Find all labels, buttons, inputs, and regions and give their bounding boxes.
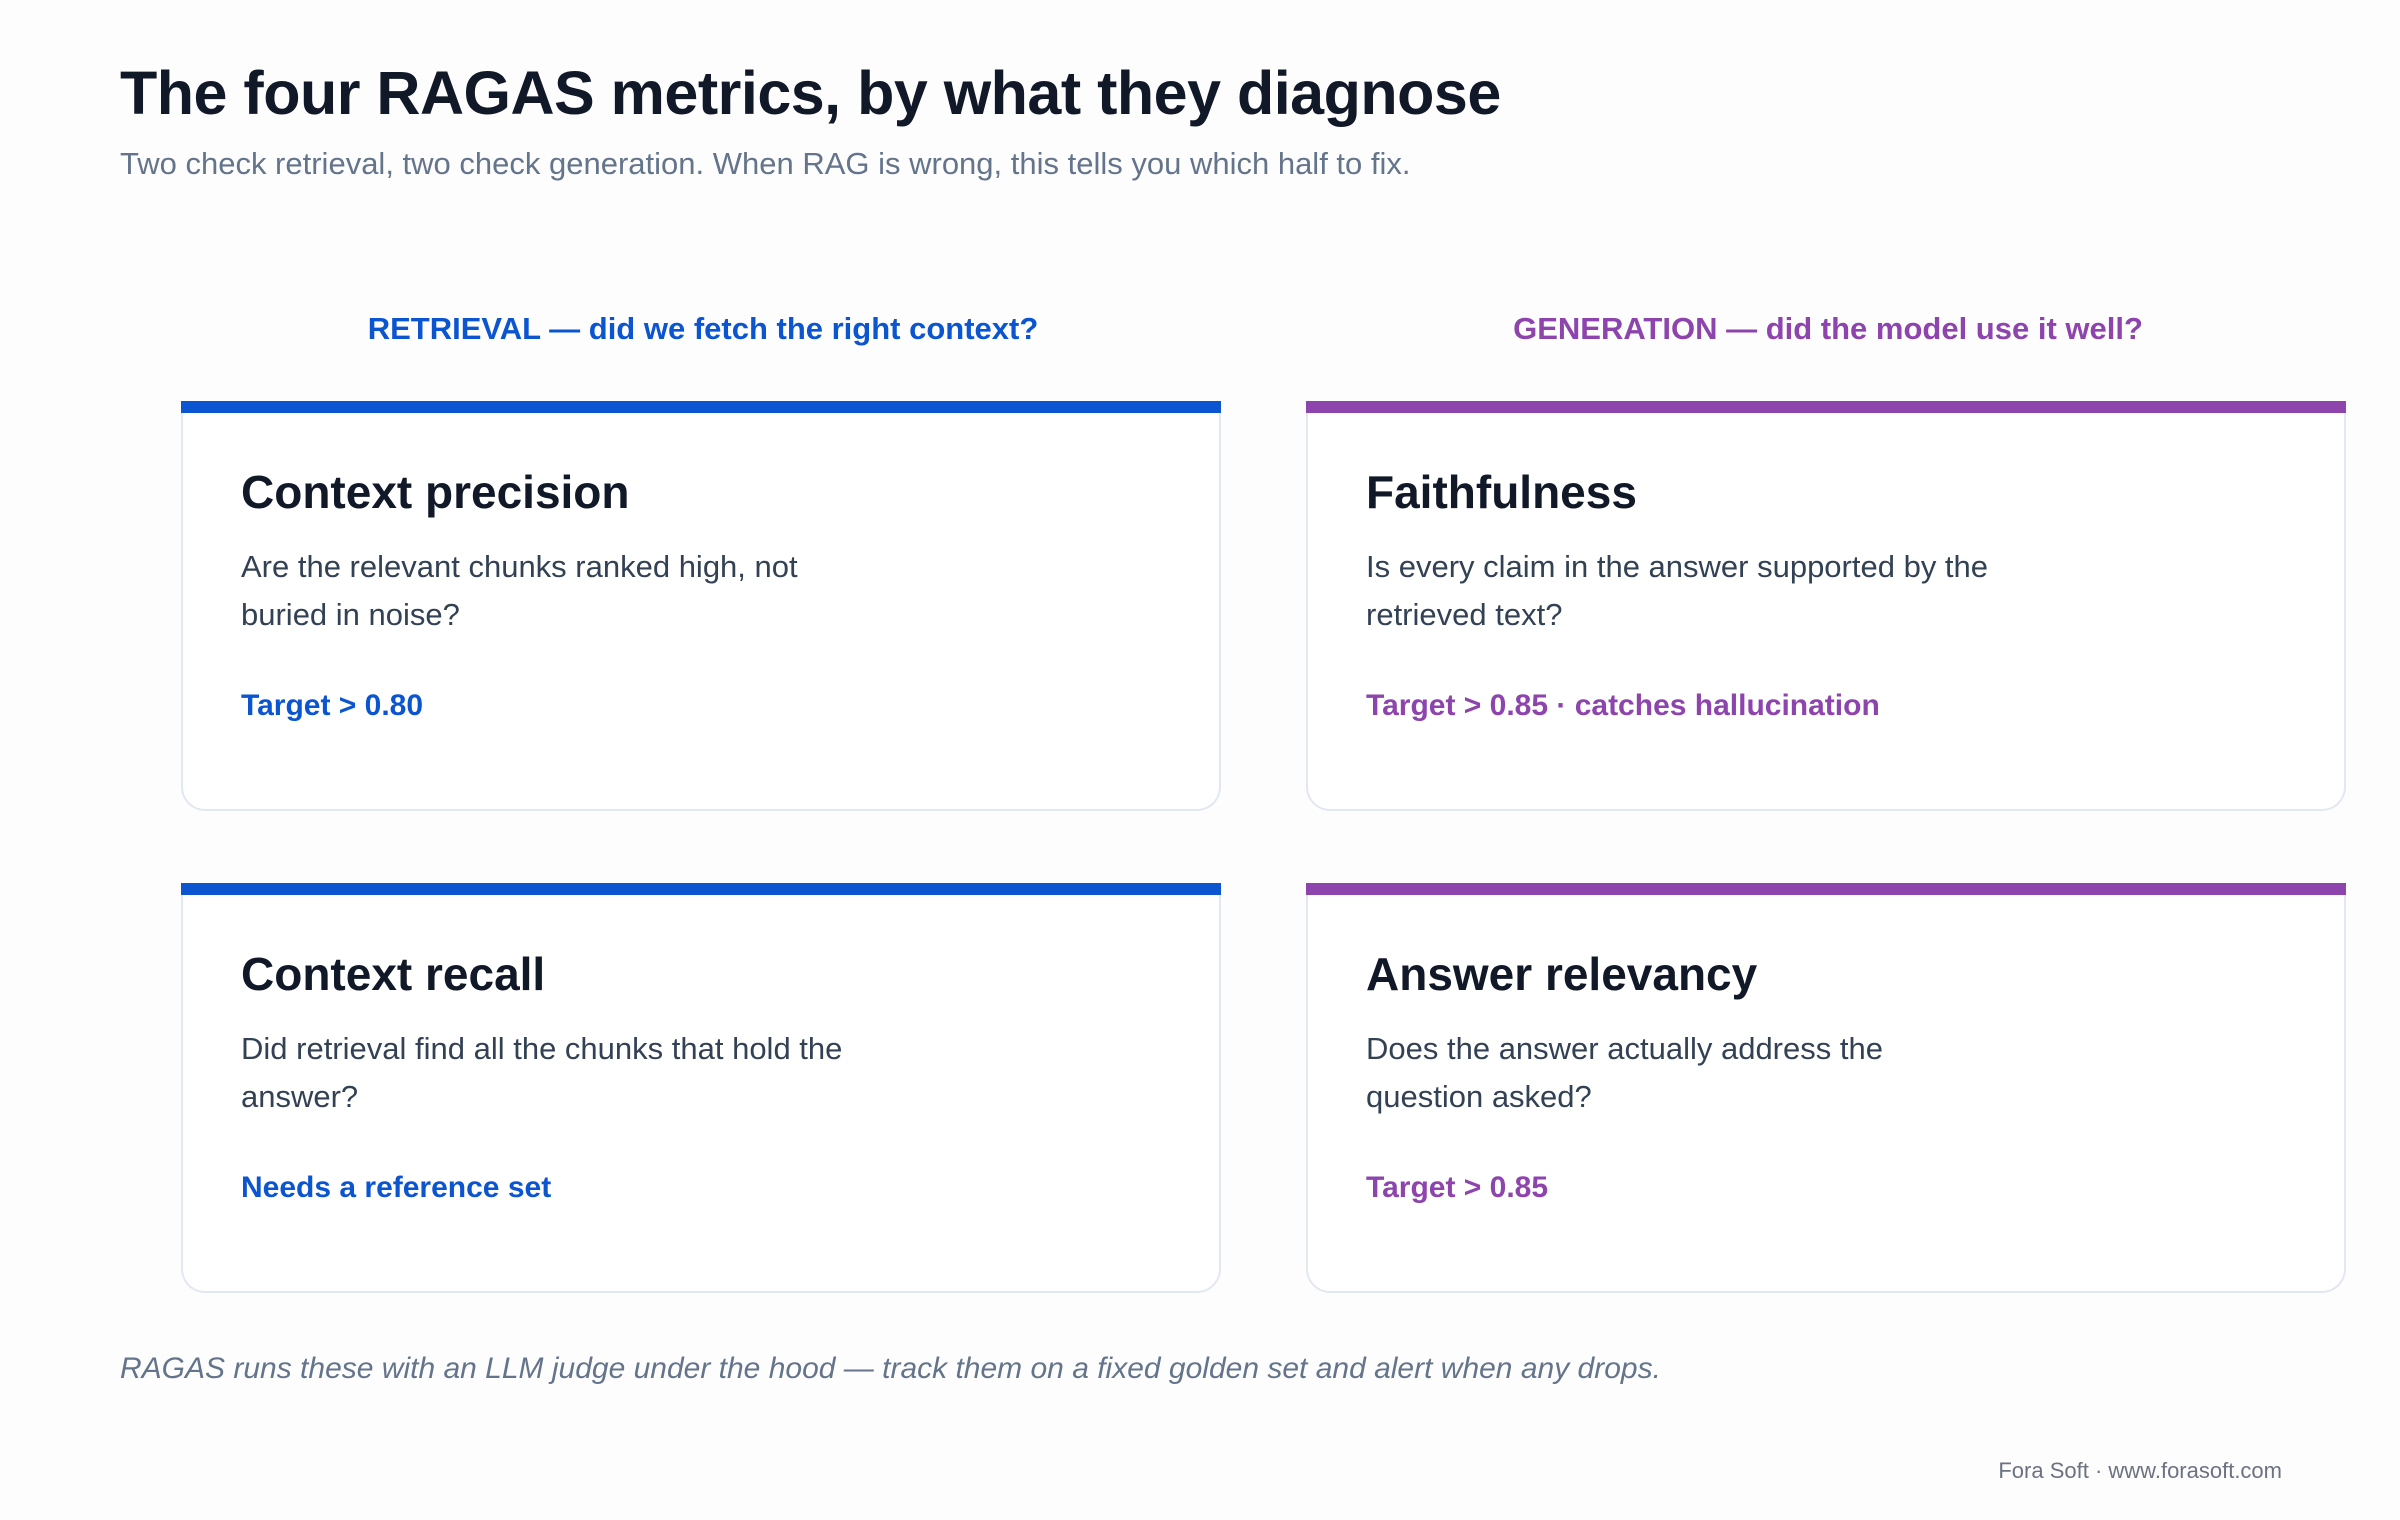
footnote: RAGAS runs these with an LLM judge under… [120, 1352, 1661, 1385]
metric-target: Target > 0.80 [241, 689, 424, 722]
page-title: The four RAGAS metrics, by what they dia… [120, 59, 1501, 127]
retrieval-accent-bar [181, 883, 1221, 895]
retrieval-accent-bar [181, 401, 1221, 413]
metric-description: Is every claim in the answer supported b… [1366, 549, 1989, 632]
metric-description: Did retrieval find all the chunks that h… [241, 1031, 843, 1114]
metric-requirement: Needs a reference set [241, 1171, 552, 1204]
credit-text: Fora Soft · www.forasoft.com [1998, 1458, 2282, 1483]
metric-target: Target > 0.85 [1366, 1171, 1549, 1204]
generation-accent-bar [1306, 883, 2346, 895]
metric-name: Answer relevancy [1366, 948, 1758, 1000]
metric-description: Does the answer actually address the que… [1366, 1031, 1883, 1114]
page-subtitle: Two check retrieval, two check generatio… [120, 146, 1411, 181]
context-recall-card: Context recall Did retrieval find all th… [181, 883, 1221, 1293]
metric-description: Are the relevant chunks ranked high, not… [241, 549, 798, 632]
metric-target: Target > 0.85 · catches hallucination [1366, 689, 1880, 722]
retrieval-column-heading: RETRIEVAL — did we fetch the right conte… [367, 311, 1039, 346]
metric-name: Faithfulness [1366, 466, 1637, 518]
faithfulness-card: Faithfulness Is every claim in the answe… [1306, 401, 2346, 811]
metric-name: Context recall [241, 948, 546, 1000]
metric-name: Context precision [241, 466, 630, 518]
answer-relevancy-card: Answer relevancy Does the answer actuall… [1306, 883, 2346, 1293]
context-precision-card: Context precision Are the relevant chunk… [181, 401, 1221, 811]
generation-column-heading: GENERATION — did the model use it well? [1513, 311, 2143, 346]
generation-accent-bar [1306, 401, 2346, 413]
